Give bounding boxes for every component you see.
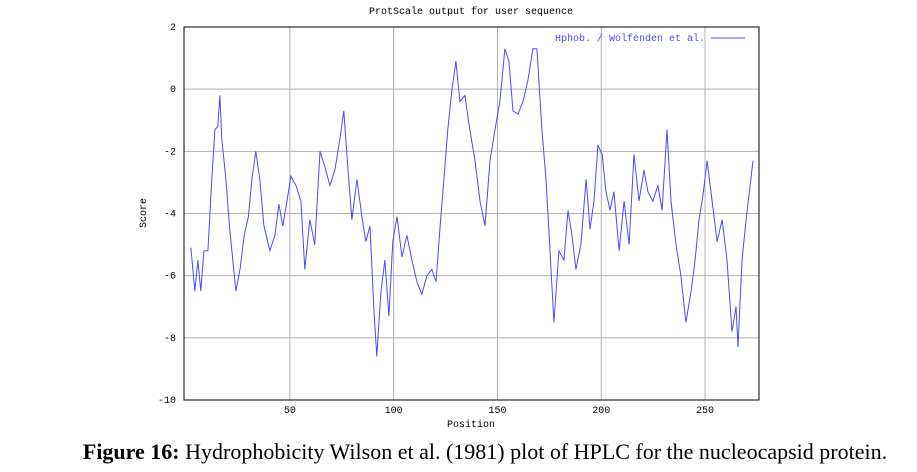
- caption: Figure 16: Hydrophobicity Wilson et al. …: [83, 439, 887, 464]
- x-tick-label: 100: [385, 406, 403, 417]
- y-tick-label: -8: [164, 334, 176, 345]
- y-tick-label: -10: [158, 396, 176, 407]
- y-tick-label: -2: [164, 147, 176, 158]
- y-tick-label: -4: [164, 210, 176, 221]
- x-tick-label: 250: [696, 406, 714, 417]
- x-tick-label: 200: [592, 406, 610, 417]
- caption-label: Figure 16:: [83, 439, 180, 464]
- legend-label: Hphob. / Wolfenden et al.: [555, 33, 705, 45]
- caption-text: Hydrophobicity Wilson et al. (1981) plot…: [180, 439, 887, 464]
- x-axis-label: Position: [447, 419, 495, 431]
- y-axis-label: Score: [139, 198, 150, 228]
- y-tick-label: 0: [170, 85, 176, 96]
- x-tick-label: 150: [488, 406, 506, 417]
- y-tick-label: -6: [164, 272, 176, 283]
- x-tick-label: 50: [284, 406, 296, 417]
- y-tick-label: 2: [170, 23, 176, 34]
- chart-title: ProtScale output for user sequence: [369, 6, 573, 18]
- data-line: [190, 48, 754, 357]
- plot-frame: [183, 26, 760, 401]
